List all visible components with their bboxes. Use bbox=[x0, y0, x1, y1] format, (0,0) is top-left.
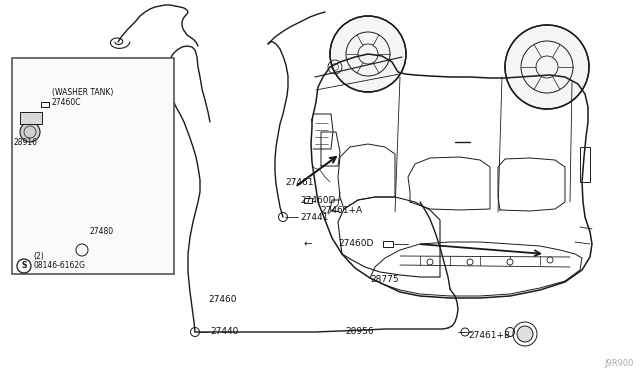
Text: (WASHER TANK): (WASHER TANK) bbox=[52, 87, 114, 96]
Text: 27460: 27460 bbox=[208, 295, 237, 305]
Bar bbox=[383, 241, 393, 247]
Circle shape bbox=[330, 16, 406, 92]
Circle shape bbox=[507, 259, 513, 265]
Circle shape bbox=[547, 257, 553, 263]
Text: 28775: 28775 bbox=[370, 276, 399, 285]
Text: 08146-6162G: 08146-6162G bbox=[33, 262, 85, 270]
Text: 27460D: 27460D bbox=[338, 240, 373, 248]
Text: 27460D: 27460D bbox=[300, 196, 335, 205]
Text: ←: ← bbox=[304, 239, 312, 249]
Circle shape bbox=[505, 25, 589, 109]
Circle shape bbox=[20, 122, 40, 142]
Circle shape bbox=[467, 259, 473, 265]
Text: (2): (2) bbox=[33, 253, 44, 262]
Text: 27441: 27441 bbox=[300, 212, 328, 221]
Bar bbox=[580, 147, 590, 182]
Text: J9R900: J9R900 bbox=[605, 359, 634, 368]
Text: 28956: 28956 bbox=[345, 327, 374, 337]
Bar bbox=[41, 102, 49, 106]
Bar bbox=[304, 198, 312, 202]
Text: 27480: 27480 bbox=[90, 227, 114, 235]
Circle shape bbox=[517, 326, 533, 342]
Circle shape bbox=[427, 259, 433, 265]
Text: 27461+A: 27461+A bbox=[320, 205, 362, 215]
Text: S: S bbox=[21, 262, 27, 270]
Text: 28916: 28916 bbox=[14, 138, 38, 147]
Bar bbox=[20, 112, 42, 124]
Text: 27461: 27461 bbox=[285, 177, 314, 186]
Text: 27461+B: 27461+B bbox=[468, 331, 510, 340]
Text: 27440: 27440 bbox=[210, 327, 238, 337]
Bar bbox=[12, 58, 174, 274]
Text: 27460C: 27460C bbox=[52, 97, 81, 106]
